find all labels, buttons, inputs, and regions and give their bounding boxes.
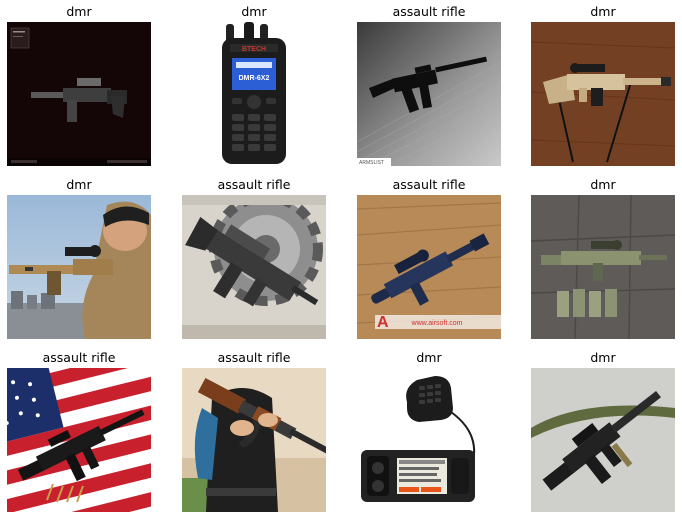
toy-rifle-on-wood-image: www.airsoft.com A: [357, 195, 501, 339]
image-label: dmr: [590, 350, 616, 365]
rifle-with-gears-art-image: [182, 195, 326, 339]
image-label: dmr: [590, 4, 616, 19]
watermark-text: www.airsoft.com: [411, 320, 463, 327]
game-screenshot-rifle-image: [7, 22, 151, 166]
svg-text:A: A: [377, 314, 389, 331]
image-label: assault rifle: [217, 177, 291, 192]
image-label: assault rifle: [392, 4, 466, 19]
image-label: dmr: [590, 177, 616, 192]
image-label: assault rifle: [217, 350, 291, 365]
image-label: assault rifle: [42, 350, 116, 365]
image-label: dmr: [241, 4, 267, 19]
handheld-dmr-radio-image: BTECH DMR-6X2: [182, 22, 326, 166]
soldier-aiming-rifle-image: [7, 195, 151, 339]
person-holding-ak-image: [182, 368, 326, 512]
watermark-text: ARMSLIST: [359, 160, 384, 166]
image-label: dmr: [66, 177, 92, 192]
radio-brand-text: BTECH: [242, 46, 266, 53]
camo-rifle-on-tiles-image: [531, 195, 675, 339]
rifle-on-us-flag-image: [7, 368, 151, 512]
image-label: dmr: [416, 350, 442, 365]
black-rifle-on-floor-image: ARMSLIST: [357, 22, 501, 166]
rifle-on-grey-background-image: [531, 368, 675, 512]
mobile-dmr-radio-image: [357, 368, 501, 512]
radio-model-text: DMR-6X2: [239, 75, 270, 82]
image-label: assault rifle: [392, 177, 466, 192]
image-label: dmr: [66, 4, 92, 19]
tan-rifle-on-table-image: [531, 22, 675, 166]
